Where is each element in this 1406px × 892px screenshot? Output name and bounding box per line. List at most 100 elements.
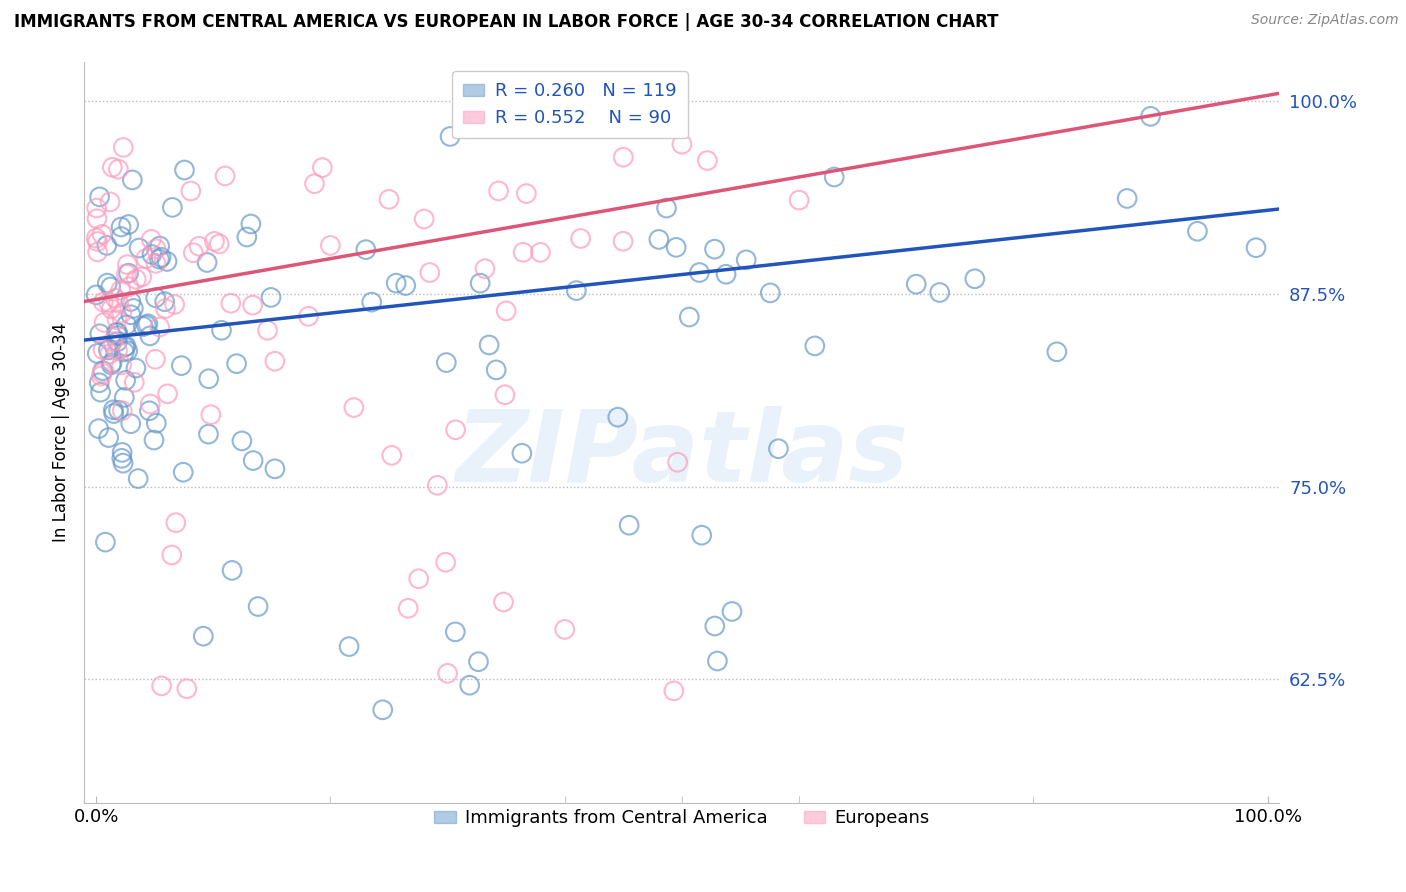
Point <box>1116 191 1139 205</box>
Point <box>124 376 146 390</box>
Point <box>612 234 634 248</box>
Point <box>148 252 170 267</box>
Point <box>107 296 129 310</box>
Point <box>1244 241 1267 255</box>
Point <box>163 297 186 311</box>
Point <box>86 211 108 226</box>
Point <box>264 462 287 476</box>
Point <box>132 319 155 334</box>
Point <box>173 163 195 178</box>
Point <box>188 239 211 253</box>
Point <box>112 140 135 154</box>
Point <box>100 358 122 372</box>
Point <box>485 363 508 377</box>
Point <box>703 619 725 633</box>
Point <box>97 431 120 445</box>
Point <box>114 340 136 354</box>
Point <box>239 217 262 231</box>
Point <box>181 245 204 260</box>
Point <box>319 238 342 252</box>
Point <box>145 256 167 270</box>
Point <box>458 678 481 692</box>
Point <box>110 229 132 244</box>
Point <box>197 427 219 442</box>
Point <box>165 516 187 530</box>
Point <box>120 417 142 431</box>
Point <box>110 220 132 235</box>
Point <box>170 359 193 373</box>
Point <box>360 295 382 310</box>
Point <box>101 356 124 370</box>
Point <box>162 201 184 215</box>
Point <box>678 310 700 324</box>
Point <box>176 681 198 696</box>
Point <box>396 601 419 615</box>
Point <box>204 235 226 249</box>
Point <box>468 276 491 290</box>
Point <box>160 548 183 562</box>
Point <box>256 323 278 337</box>
Point <box>156 254 179 268</box>
Point <box>655 201 678 215</box>
Point <box>444 624 467 639</box>
Point <box>107 343 129 358</box>
Point <box>172 465 194 479</box>
Point <box>107 326 129 340</box>
Point <box>139 329 162 343</box>
Point <box>143 433 166 447</box>
Point <box>110 283 132 297</box>
Point <box>118 280 141 294</box>
Point <box>219 296 242 310</box>
Point <box>1046 344 1069 359</box>
Point <box>100 280 122 294</box>
Point <box>714 267 737 281</box>
Point <box>145 291 167 305</box>
Point <box>156 386 179 401</box>
Point <box>145 352 167 367</box>
Point <box>426 478 449 492</box>
Point <box>111 445 134 459</box>
Point <box>115 339 138 353</box>
Point <box>111 403 134 417</box>
Legend: Immigrants from Central America, Europeans: Immigrants from Central America, Europea… <box>427 802 936 835</box>
Point <box>512 245 534 260</box>
Point <box>208 236 231 251</box>
Point <box>510 446 533 460</box>
Point <box>311 161 333 175</box>
Point <box>690 528 713 542</box>
Point <box>381 449 404 463</box>
Point <box>247 599 270 614</box>
Point <box>759 285 782 300</box>
Point <box>768 442 790 456</box>
Point <box>87 421 110 435</box>
Point <box>963 272 986 286</box>
Point <box>225 357 247 371</box>
Point <box>107 403 129 417</box>
Point <box>180 184 202 198</box>
Point <box>478 338 501 352</box>
Point <box>474 261 496 276</box>
Point <box>136 317 159 331</box>
Point <box>84 231 107 245</box>
Point <box>127 472 149 486</box>
Point <box>706 654 728 668</box>
Point <box>141 247 163 261</box>
Point <box>91 343 114 357</box>
Point <box>153 294 176 309</box>
Point <box>125 272 148 286</box>
Point <box>671 137 693 152</box>
Point <box>149 320 172 334</box>
Point <box>721 604 744 618</box>
Point <box>115 267 138 281</box>
Point <box>89 190 111 204</box>
Point <box>94 535 117 549</box>
Point <box>91 295 114 310</box>
Point <box>91 366 114 380</box>
Point <box>115 318 138 332</box>
Point <box>905 277 928 292</box>
Point <box>569 231 592 245</box>
Point <box>612 150 634 164</box>
Point <box>436 666 458 681</box>
Point <box>413 212 436 227</box>
Point <box>98 194 121 209</box>
